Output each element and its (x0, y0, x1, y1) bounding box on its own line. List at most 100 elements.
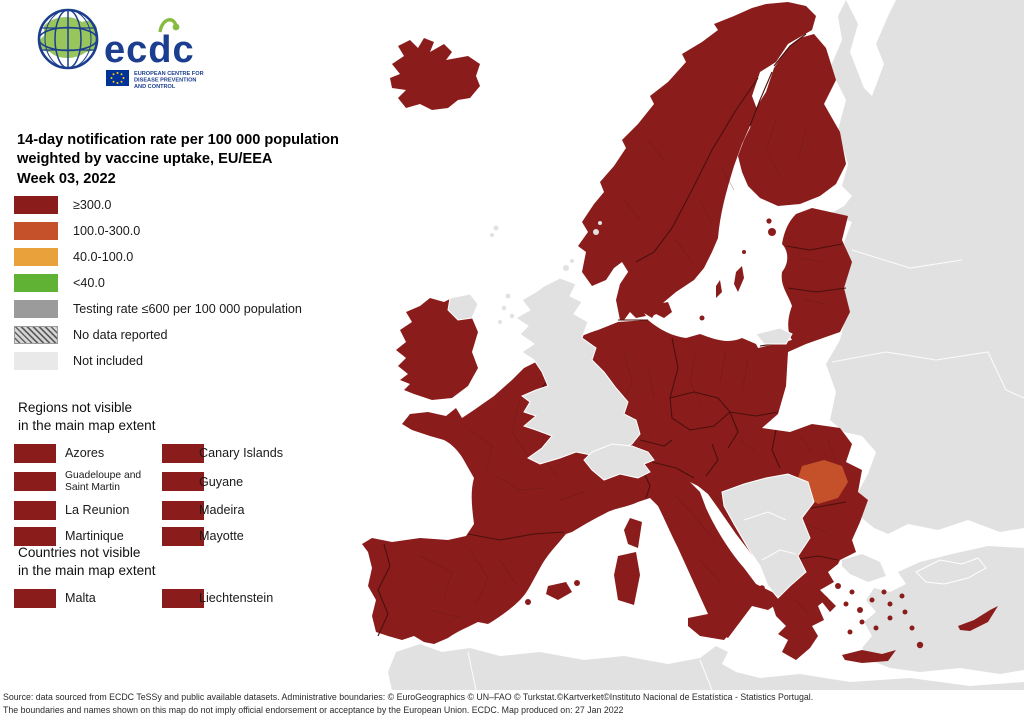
legend-label-100-300: 100.0-300.0 (73, 224, 141, 238)
region-swatch-canary-islands (162, 443, 204, 463)
region-swatch-la-reunion (14, 500, 56, 520)
footer-source-line: Source: data sourced from ECDC TeSSy and… (3, 692, 814, 702)
country-swatch-malta (14, 588, 56, 608)
regions-heading-line1: Regions not visible (18, 400, 133, 415)
map-island-zealand (656, 302, 672, 318)
map-region-north-africa (388, 644, 1024, 690)
map-title: 14-day notification rate per 100 000 pop… (17, 131, 339, 189)
region-swatch-azores (14, 443, 56, 463)
legend-label-40-100: 40.0-100.0 (73, 250, 134, 264)
map-island-bornholm (699, 315, 705, 321)
map-region-eastern-neighbours (826, 0, 1024, 534)
legend-row-40-100: 40.0-100.0 (14, 248, 302, 266)
region-swatch-martinique (14, 526, 56, 546)
legend-swatch-notincluded (14, 352, 58, 370)
map-island-ibiza (525, 599, 531, 605)
logo-green-dot (172, 23, 180, 31)
regions-heading: Regions not visible in the main map exte… (18, 399, 344, 435)
legend-label-lt40: <40.0 (73, 276, 105, 290)
legend-label-nodata: No data reported (73, 328, 168, 342)
map-island-hiiumaa (766, 218, 772, 224)
country-label-malta: Malta (65, 591, 96, 606)
map-region-turkey (862, 546, 1024, 674)
map-island-menorca (574, 580, 580, 586)
countries-heading-line1: Countries not visible (18, 545, 141, 560)
map-island-mallorca (546, 582, 572, 600)
map-island-sicily (688, 612, 740, 640)
map-island-sardinia (614, 552, 640, 605)
region-label-azores: Azores (65, 446, 105, 461)
map-region-kaliningrad (755, 327, 793, 345)
ecdc-logo: ecdc EUROPEAN CENTRE FOR DISEASE PREVENT… (37, 8, 204, 90)
globe-icon (37, 8, 99, 70)
legend-row-100-300: 100.0-300.0 (14, 222, 302, 240)
map-greek-islands (759, 583, 924, 649)
map-island-gotland (734, 266, 744, 292)
legend-swatch-100-300 (14, 222, 58, 240)
regions-not-visible-section: Regions not visible in the main map exte… (14, 399, 344, 546)
eu-flag-icon (106, 70, 129, 86)
legend-swatch-nodata-hatch (14, 326, 58, 344)
legend-swatch-ge300 (14, 196, 58, 214)
legend-swatch-40-100 (14, 248, 58, 266)
org-name-line2: DISEASE PREVENTION (134, 78, 196, 84)
map-island-oland (716, 280, 722, 298)
country-label-liechtenstein: Liechtenstein (199, 591, 274, 606)
map-region-switzerland (583, 443, 655, 481)
region-swatch-mayotte (162, 526, 204, 546)
title-line-3: Week 03, 2022 (17, 170, 116, 187)
region-label-mayotte: Mayotte (199, 529, 244, 544)
map-island-aland (742, 250, 746, 254)
legend-swatch-lt40 (14, 274, 58, 292)
org-name-line3: AND CONTROL (134, 84, 176, 90)
footer-disclaimer-line: The boundaries and names shown on this m… (3, 705, 624, 716)
regions-heading-line2: in the main map extent (18, 417, 156, 433)
map-region-crimea (915, 557, 987, 585)
regions-grid: Azores Canary Islands Guadeloupe and Sai… (14, 443, 344, 546)
region-label-la-reunion: La Reunion (65, 503, 130, 518)
org-name-line1: EUROPEAN CENTRE FOR (134, 71, 204, 77)
legend-row-nodata: No data reported (14, 326, 302, 344)
map-island-saaremaa (768, 228, 776, 236)
countries-heading-line2: in the main map extent (18, 562, 156, 578)
legend-row-lt40: <40.0 (14, 274, 302, 292)
map-region-northern-ireland (447, 293, 479, 321)
map-island-cyprus (958, 606, 998, 631)
region-label-guadeloupe: Guadeloupe and Saint Martin (65, 469, 142, 493)
map-region-united-kingdom (515, 277, 641, 465)
legend: ≥300.0 100.0-300.0 40.0-100.0 <40.0 Test… (14, 196, 302, 378)
legend-row-ge300: ≥300.0 (14, 196, 302, 214)
legend-label-notincluded: Not included (73, 354, 144, 368)
map-region-iceland (390, 38, 480, 110)
europe-map (362, 0, 1024, 690)
region-swatch-guyane (162, 472, 204, 492)
legend-swatch-testing (14, 300, 58, 318)
map-region-denmark (616, 272, 648, 320)
map-region-western-balkans (721, 473, 815, 599)
region-label-canary-islands: Canary Islands (199, 446, 283, 461)
map-island-crete (842, 650, 896, 663)
country-swatch-liechtenstein (162, 588, 204, 608)
border-russia-belarus (851, 249, 963, 269)
countries-grid: Malta Liechtenstein (14, 588, 344, 608)
ecdc-wordmark: ecdc (104, 29, 195, 71)
map-islands-scotland (490, 221, 602, 324)
region-swatch-madeira (162, 500, 204, 520)
region-label-martinique: Martinique (65, 529, 124, 544)
title-line-1: 14-day notification rate per 100 000 pop… (17, 132, 339, 148)
map-island-funen (648, 307, 658, 315)
border-montenegro-kosovo (761, 549, 797, 561)
border-algeria-tunisia (699, 659, 713, 690)
nuts-borders (419, 119, 837, 619)
legend-row-testing: Testing rate ≤600 per 100 000 population (14, 300, 302, 318)
region-label-madeira: Madeira (199, 503, 245, 518)
footer: Source: data sourced from ECDC TeSSy and… (3, 691, 1021, 717)
countries-not-visible-section: Countries not visible in the main map ex… (14, 544, 344, 608)
region-label-guyane: Guyane (199, 474, 244, 489)
border-belarus-ukraine (831, 351, 1024, 399)
map-region-finland (738, 34, 846, 206)
map-region-ireland (396, 294, 478, 400)
map-island-corsica (624, 518, 642, 548)
map-region-turkey-thrace (842, 554, 886, 582)
border-morocco-algeria (467, 651, 477, 690)
